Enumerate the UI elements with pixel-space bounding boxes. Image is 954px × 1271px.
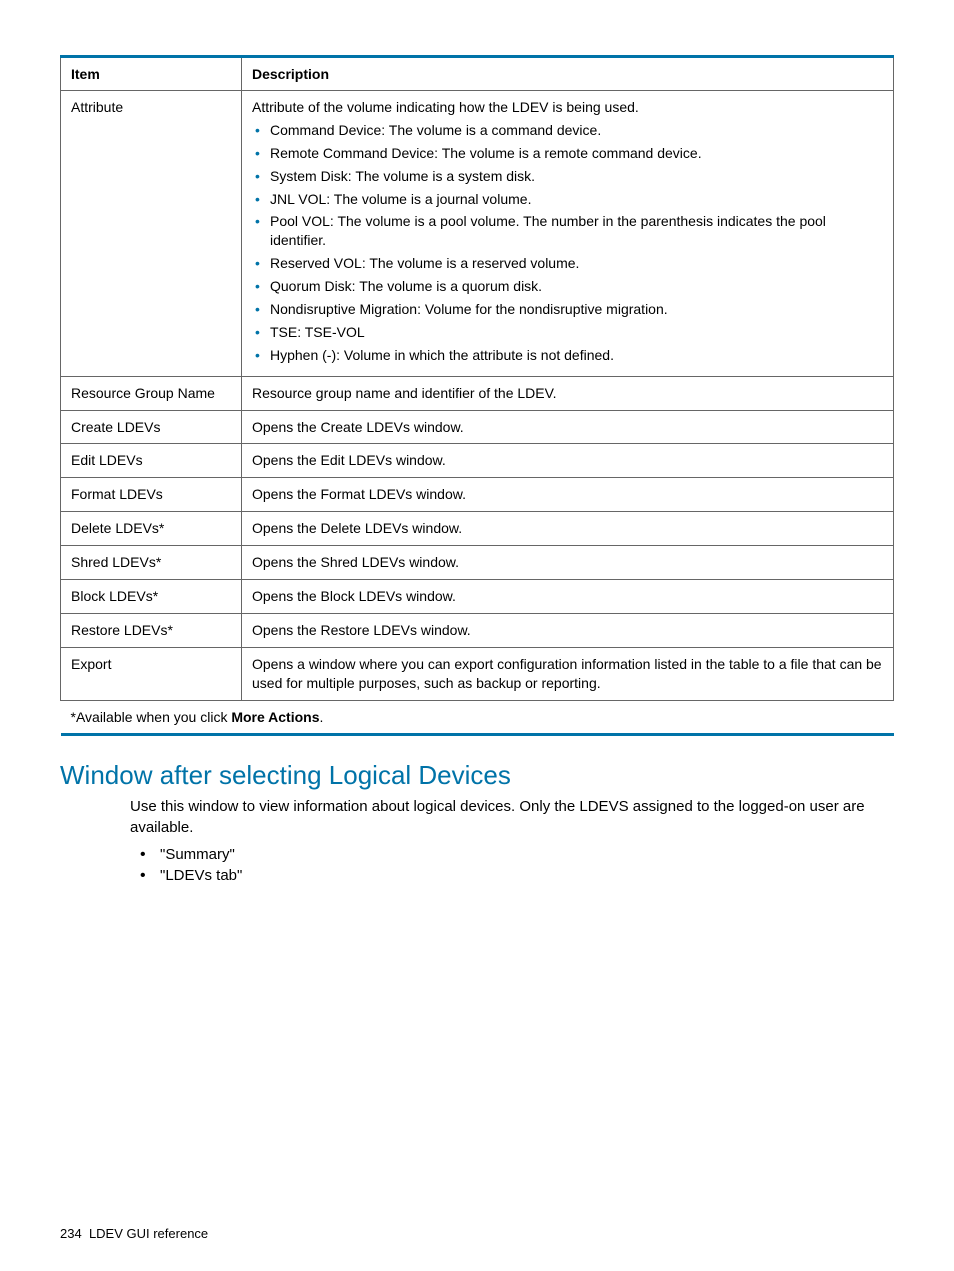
cell-description: Opens the Restore LDEVs window. [242, 613, 894, 647]
section-heading: Window after selecting Logical Devices [60, 760, 894, 791]
cell-description: Opens a window where you can export conf… [242, 647, 894, 700]
footnote-suffix: . [320, 709, 324, 725]
cell-item: Resource Group Name [61, 376, 242, 410]
cell-description: Opens the Shred LDEVs window. [242, 546, 894, 580]
footnote-prefix: *Available when you click [71, 709, 232, 725]
cell-description: Opens the Create LDEVs window. [242, 410, 894, 444]
header-item: Item [61, 57, 242, 91]
cell-description: Opens the Format LDEVs window. [242, 478, 894, 512]
cell-item: Create LDEVs [61, 410, 242, 444]
table-row: Restore LDEVs* Opens the Restore LDEVs w… [61, 613, 894, 647]
section-body: Use this window to view information abou… [130, 797, 894, 838]
list-item: Hyphen (-): Volume in which the attribut… [270, 346, 883, 365]
list-item: System Disk: The volume is a system disk… [270, 167, 883, 186]
list-item: JNL VOL: The volume is a journal volume. [270, 190, 883, 209]
list-item: Nondisruptive Migration: Volume for the … [270, 300, 883, 319]
table-row: Resource Group Name Resource group name … [61, 376, 894, 410]
cell-item: Block LDEVs* [61, 580, 242, 614]
cell-description: Attribute of the volume indicating how t… [242, 91, 894, 377]
list-item: Quorum Disk: The volume is a quorum disk… [270, 277, 883, 296]
table-row: Delete LDEVs* Opens the Delete LDEVs win… [61, 512, 894, 546]
list-item: TSE: TSE-VOL [270, 323, 883, 342]
table-footnote: *Available when you click More Actions. [61, 700, 894, 735]
cell-description: Resource group name and identifier of th… [242, 376, 894, 410]
table-row: Export Opens a window where you can expo… [61, 647, 894, 700]
section-links-list: "Summary" "LDEVs tab" [130, 846, 894, 884]
attribute-table: Item Description Attribute Attribute of … [60, 55, 894, 736]
table-row: Block LDEVs* Opens the Block LDEVs windo… [61, 580, 894, 614]
page-number: 234 [60, 1226, 82, 1241]
section-link[interactable]: "LDEVs tab" [160, 867, 894, 884]
table-footnote-row: *Available when you click More Actions. [61, 700, 894, 735]
cell-description: Opens the Delete LDEVs window. [242, 512, 894, 546]
attr-bullet-list: Command Device: The volume is a command … [252, 121, 883, 365]
list-item: Pool VOL: The volume is a pool volume. T… [270, 212, 883, 250]
page-footer: 234 LDEV GUI reference [60, 1226, 208, 1241]
footer-title: LDEV GUI reference [89, 1226, 208, 1241]
cell-item: Attribute [61, 91, 242, 377]
cell-item: Delete LDEVs* [61, 512, 242, 546]
header-description: Description [242, 57, 894, 91]
table-row: Edit LDEVs Opens the Edit LDEVs window. [61, 444, 894, 478]
cell-description: Opens the Block LDEVs window. [242, 580, 894, 614]
table-row: Attribute Attribute of the volume indica… [61, 91, 894, 377]
cell-description: Opens the Edit LDEVs window. [242, 444, 894, 478]
cell-item: Export [61, 647, 242, 700]
attr-intro: Attribute of the volume indicating how t… [252, 99, 639, 115]
list-item: Command Device: The volume is a command … [270, 121, 883, 140]
footnote-bold: More Actions [231, 709, 319, 725]
table-row: Shred LDEVs* Opens the Shred LDEVs windo… [61, 546, 894, 580]
cell-item: Shred LDEVs* [61, 546, 242, 580]
section-link[interactable]: "Summary" [160, 846, 894, 863]
cell-item: Format LDEVs [61, 478, 242, 512]
table-row: Format LDEVs Opens the Format LDEVs wind… [61, 478, 894, 512]
cell-item: Edit LDEVs [61, 444, 242, 478]
table-row: Create LDEVs Opens the Create LDEVs wind… [61, 410, 894, 444]
cell-item: Restore LDEVs* [61, 613, 242, 647]
list-item: Remote Command Device: The volume is a r… [270, 144, 883, 163]
list-item: Reserved VOL: The volume is a reserved v… [270, 254, 883, 273]
